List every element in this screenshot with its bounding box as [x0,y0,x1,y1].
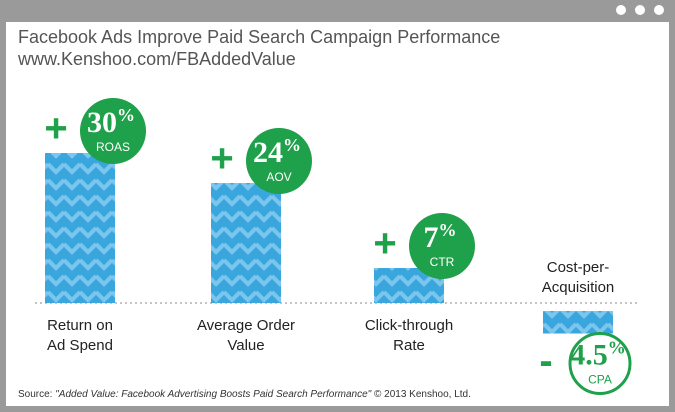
sign: + [373,222,396,266]
category-label: Average Order Value [196,317,296,354]
value-unit: % [283,135,301,155]
bar [45,153,115,303]
sign: - [539,339,552,383]
window-dot [616,5,626,15]
value-label: 7% [424,220,457,254]
value-number: 24 [253,136,283,169]
source: Source: "Added Value: Facebook Advertisi… [18,389,471,400]
panel [6,22,669,406]
value-label: 24% [253,135,301,169]
value-number: 4.5 [570,338,608,371]
badge [80,98,146,164]
category-label: Cost-per-Acquisition [541,259,615,296]
source-suffix: © 2013 Kenshoo, Ltd. [371,389,471,400]
source-title: "Added Value: Facebook Advertising Boost… [55,389,372,400]
value-number: 30 [87,106,117,139]
badge [568,332,632,395]
subtitle: www.Kenshoo.com/FBAddedValue [18,49,296,69]
sign: + [44,107,67,151]
category-label: Return on Ad Spend [47,317,113,354]
value-number: 7 [424,221,439,254]
value-unit: % [117,105,135,125]
badge [409,213,475,279]
metric-label: AOV [266,170,291,184]
value-unit: % [608,338,626,358]
source-prefix: Source: [18,389,56,400]
badge [246,128,312,194]
metric-label: ROAS [96,140,130,154]
value-label: 4.5% [570,338,626,372]
window-dot [654,5,664,15]
category-label: Click-through Rate [364,317,454,354]
bar [211,183,281,303]
bar [543,311,613,334]
metric-label: CPA [588,373,612,387]
metric-label: CTR [430,255,455,269]
title: Facebook Ads Improve Paid Search Campaig… [18,27,501,47]
window-dot [635,5,645,15]
value-unit: % [439,220,457,240]
sign: + [210,137,233,181]
value-label: 30% [87,105,135,139]
